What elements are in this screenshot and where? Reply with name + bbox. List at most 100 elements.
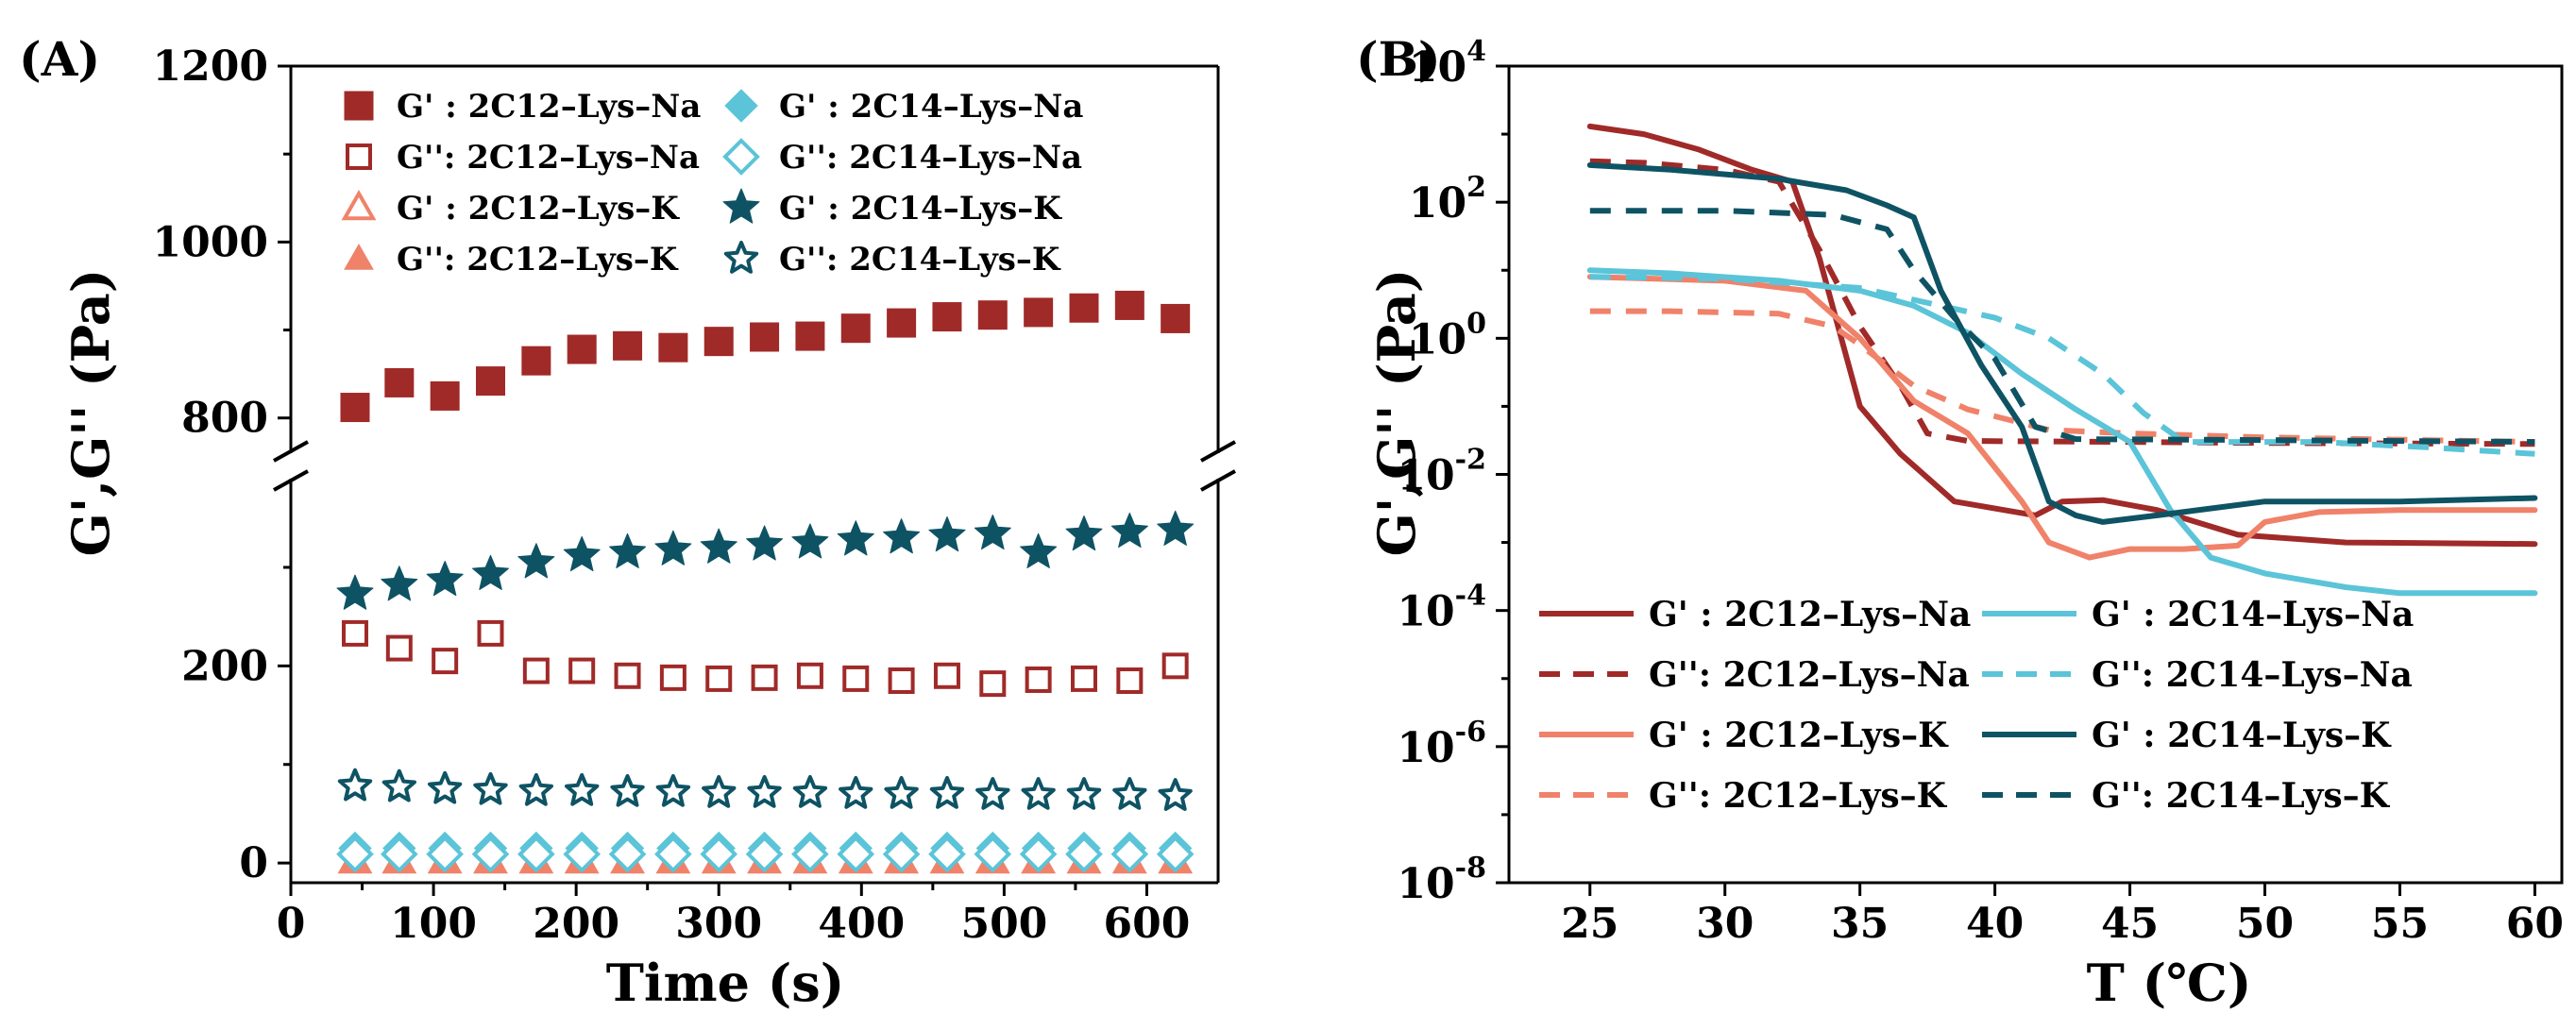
panel-a-point: [1024, 297, 1054, 328]
panel-a-legend-swatch: [341, 189, 377, 221]
panel-a-point: [700, 835, 738, 873]
panel-b-legend-label: G'': 2C14–Lys–Na: [2092, 655, 2413, 695]
panel-b-y-tick-base: 10: [1409, 43, 1466, 92]
panel-a-legend-label: G'': 2C14–Lys–Na: [779, 139, 1082, 177]
panel-a-point: [565, 772, 600, 806]
panel-a-point: [1161, 652, 1189, 680]
panel-a-legend: G' : 2C12–Lys–Na G'': 2C12–Lys–Na G' : 2C1…: [341, 88, 1083, 279]
panel-b-label: (B): [1356, 31, 1441, 87]
panel-a-y-tick-label: 800: [181, 395, 268, 443]
panel-a-point: [568, 657, 596, 684]
panel-a-point: [840, 313, 871, 344]
panel-a-point: [430, 380, 460, 411]
panel-a-point: [746, 525, 784, 561]
panel-b-x-tick-label: 25: [1561, 900, 1618, 948]
panel-a-legend-label: G'': 2C12–Lys–Na: [397, 139, 700, 177]
panel-a-point: [1019, 835, 1058, 873]
panel-b-axes-frame: [1507, 64, 2564, 885]
panel-a-x-axis-title: Time (s): [606, 953, 845, 1013]
panel-a-legend-label: G' : 2C12–Lys–Na: [397, 88, 701, 126]
panel-a-point: [933, 662, 960, 689]
panel-b-y-tick-base: 10: [1397, 724, 1454, 772]
panel-b-lines: [1586, 123, 2538, 597]
panel-a-point: [473, 771, 508, 805]
panel-a-ticks: 0 100 200 300 400 500 600 0 200 800 1000 1200: [153, 42, 1191, 948]
panel-a-point: [336, 574, 374, 610]
panel-a-y-tick-label: 0: [239, 839, 268, 887]
panel-a-point: [1116, 667, 1144, 694]
panel-b-legend-label: G' : 2C12–Lys–Na: [1649, 595, 1971, 634]
panel-a-axis-break-mark: [273, 469, 309, 492]
panel-a-point: [1066, 777, 1102, 810]
panel-a-point: [521, 346, 551, 376]
panel-a-point: [929, 776, 965, 809]
panel-a-y-tick-label: 1000: [153, 218, 268, 266]
panel-b-y-tick-label: 10-2: [1397, 444, 1486, 500]
panel-a-point: [1020, 532, 1058, 568]
panel-a-point: [1157, 510, 1195, 546]
panel-a-point: [609, 532, 647, 568]
panel-a-point: [974, 835, 1012, 873]
panel-b-y-tick-base: 10: [1409, 315, 1466, 363]
panel-b-y-tick-base: 10: [1397, 588, 1454, 636]
panel-a-point: [337, 768, 373, 802]
panel-a-point: [610, 774, 645, 807]
panel-a-axis-break-mark: [1200, 440, 1236, 463]
panel-a-point: [477, 619, 504, 647]
panel-a-point: [887, 308, 917, 338]
panel-a-point: [654, 835, 692, 873]
panel-a-legend-label: G'': 2C14–Lys–K: [779, 241, 1061, 279]
panel-b-ticks: 25 30 35 40 45 50 55 6010-810-610-410-210010210…: [1397, 35, 2564, 948]
panel-a-point: [608, 835, 647, 873]
panel-a-point: [747, 775, 782, 808]
panel-a-point: [471, 835, 510, 873]
panel-b-legend-label: G' : 2C14–Lys–K: [2092, 716, 2392, 755]
panel-b-y-axis-title: G',G'' (Pa): [1366, 269, 1427, 557]
panel-a-point: [884, 776, 919, 809]
panel-b-x-tick-label: 35: [1831, 900, 1889, 948]
panel-b-series-line: [1586, 123, 2538, 548]
panel-a-point: [336, 835, 374, 873]
panel-a-x-tick-label: 0: [277, 900, 306, 948]
panel-a-point: [1158, 778, 1193, 811]
panel-a-point: [703, 327, 734, 357]
panel-a-y-tick-label: 1200: [153, 42, 268, 91]
panel-a-point: [654, 530, 692, 566]
panel-a-point: [658, 332, 688, 363]
panel-a-point: [705, 665, 733, 692]
panel-b-y-tick-base: 10: [1409, 179, 1466, 228]
panel-a-legend-label: G' : 2C14–Lys–Na: [779, 88, 1083, 126]
panel-a-point: [1112, 777, 1147, 810]
panel-a-x-tick-label: 300: [675, 900, 762, 948]
panel-a-x-tick-label: 200: [533, 900, 619, 948]
panel-a-point: [700, 528, 737, 564]
panel-a-label: (A): [19, 31, 100, 87]
panel-a-point: [1065, 515, 1103, 551]
panel-a-point: [791, 835, 829, 873]
panel-a-point: [839, 776, 873, 809]
panel-b-y-tick-base: 10: [1397, 452, 1454, 500]
panel-a-legend-swatch: [723, 241, 759, 274]
panel-a-point: [975, 777, 1010, 810]
panel-a-point: [567, 334, 597, 364]
panel-a-point: [745, 835, 784, 873]
panel-a-point: [655, 774, 691, 807]
panel-a-point: [517, 835, 555, 873]
panel-a-points: [336, 290, 1195, 874]
panel-b-legend: G' : 2C12–Lys–Na G'': 2C12–Lys–Na G' : 2C1…: [1539, 595, 2414, 816]
panel-a-point: [380, 835, 418, 873]
panel-a-point: [1161, 303, 1191, 333]
panel-a-point: [1025, 666, 1052, 693]
panel-b-x-axis-title: T (℃): [2087, 953, 2252, 1013]
panel-a-point: [1021, 777, 1056, 810]
panel-a-legend-swatch: [346, 144, 372, 170]
panel-a-point: [837, 520, 874, 556]
panel-b-y-tick-exponent: 2: [1466, 171, 1486, 204]
panel-b-y-tick-label: 104: [1409, 35, 1486, 92]
panel-a-axis-break-mark: [273, 440, 309, 463]
panel-a-point: [517, 543, 555, 579]
panel-a-y-tick-label: 200: [181, 642, 268, 690]
panel-b-series-line: [1586, 161, 2538, 525]
panel-b-legend-label: G'': 2C14–Lys–K: [2092, 776, 2391, 816]
